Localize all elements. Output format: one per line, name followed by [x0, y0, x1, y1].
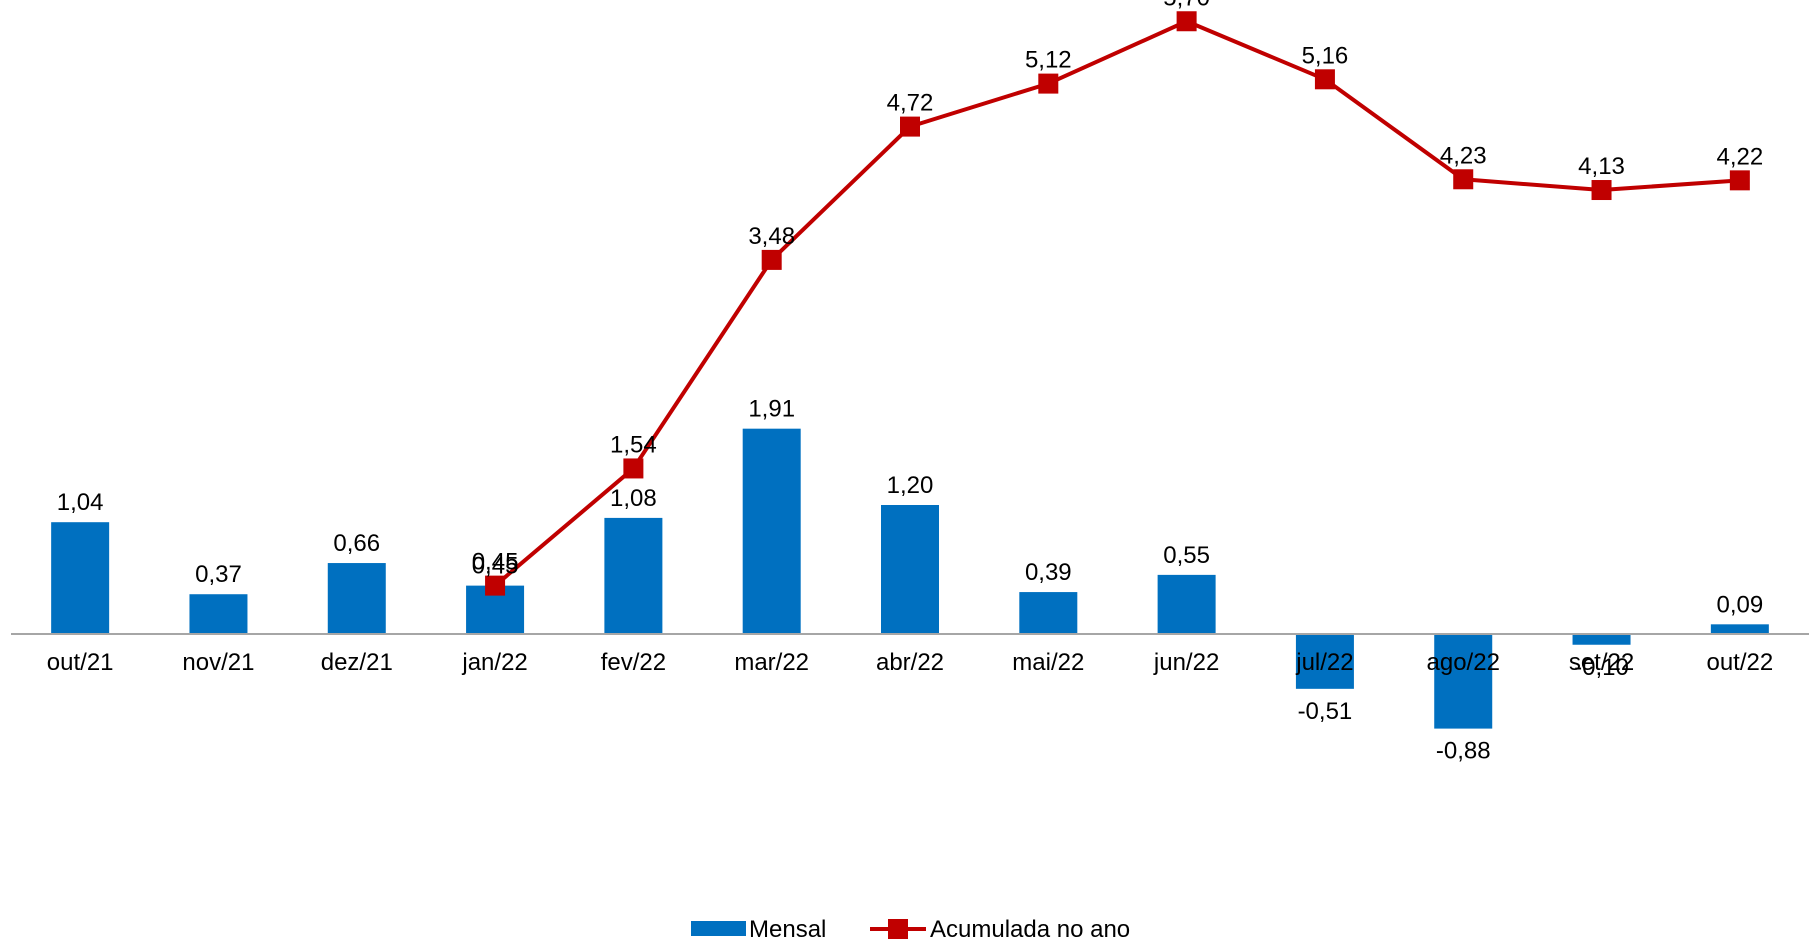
bar-value-label-out/22: 0,09 — [1716, 591, 1763, 618]
legend-label-acumulada: Acumulada no ano — [930, 916, 1130, 942]
line-layer — [485, 11, 1750, 596]
line-value-label-jan/22: 0,45 — [472, 549, 519, 576]
bar-jul/22 — [1295, 634, 1354, 689]
x-tick-label-mai/22: mai/22 — [1012, 649, 1084, 676]
line-value-label-mar/22: 3,48 — [748, 223, 795, 250]
line-value-label-set/22: 4,13 — [1578, 153, 1625, 180]
bar-mar/22 — [742, 428, 801, 634]
line-value-label-jul/22: 5,16 — [1302, 42, 1349, 69]
line-value-label-ago/22: 4,23 — [1440, 142, 1487, 169]
x-tick-label-out/21: out/21 — [47, 649, 114, 676]
line-marker-jan/22 — [485, 575, 506, 596]
line-marker-out/22 — [1729, 170, 1750, 191]
bar-value-label-jun/22: 0,55 — [1163, 542, 1210, 569]
bar-mai/22 — [1019, 592, 1078, 634]
line-marker-abr/22 — [900, 116, 920, 137]
line-marker-ago/22 — [1453, 169, 1474, 190]
bar-jun/22 — [1157, 574, 1216, 634]
line-marker-jun/22 — [1176, 11, 1197, 32]
labels-layer: out/21 nov/21 dez/21 jan/22 fev/22 mar/22 abr/… — [47, 0, 1773, 765]
bar-value-label-dez/21: 0,66 — [333, 530, 380, 557]
legend-swatch-acumulada-marker — [888, 919, 908, 939]
bar-value-label-nov/21: 0,37 — [195, 561, 242, 588]
x-tick-label-fev/22: fev/22 — [601, 649, 666, 676]
bar-value-label-abr/22: 1,20 — [887, 472, 934, 499]
bar-value-label-jan/22: 0,45 — [472, 553, 519, 580]
x-tick-label-jun/22: jun/22 — [1153, 649, 1219, 676]
bar-value-label-set/22: -0,10 — [1574, 654, 1629, 681]
line-value-label-abr/22: 4,72 — [887, 90, 934, 117]
bar-nov/21 — [189, 594, 248, 634]
bar-value-label-fev/22: 1,08 — [610, 485, 657, 512]
line-marker-fev/22 — [623, 458, 644, 479]
legend: Mensal Acumulada no ano — [691, 916, 1130, 942]
x-tick-label-abr/22: abr/22 — [876, 649, 944, 676]
bar-value-label-out/21: 1,04 — [57, 489, 104, 516]
line-value-label-mai/22: 5,12 — [1025, 47, 1072, 74]
bar-value-label-jul/22: -0,51 — [1298, 698, 1353, 725]
line-value-label-fev/22: 1,54 — [610, 431, 657, 458]
line-marker-mar/22 — [761, 249, 782, 270]
line-value-label-out/22: 4,22 — [1716, 143, 1763, 170]
x-tick-label-dez/21: dez/21 — [321, 649, 393, 676]
x-tick-label-set/22: set/22 — [1569, 649, 1634, 676]
x-tick-label-jan/22: jan/22 — [461, 649, 527, 676]
bar-dez/21 — [327, 563, 386, 634]
bar-abr/22 — [881, 505, 939, 634]
bar-out/21 — [51, 522, 110, 634]
line-value-label-jun/22: 5,70 — [1163, 0, 1210, 11]
line-marker-set/22 — [1591, 180, 1612, 201]
legend-label-mensal: Mensal — [749, 916, 826, 942]
bar-set/22 — [1572, 634, 1631, 645]
acumulada-line — [493, 19, 1740, 588]
x-tick-label-out/22: out/22 — [1706, 649, 1773, 676]
x-tick-label-jul/22: jul/22 — [1295, 649, 1353, 676]
x-tick-label-mar/22: mar/22 — [734, 649, 809, 676]
bars-layer — [51, 428, 1769, 729]
bar-ago/22 — [1434, 634, 1493, 729]
bar-fev/22 — [604, 517, 663, 634]
bar-out/22 — [1710, 624, 1769, 634]
x-tick-label-ago/22: ago/22 — [1427, 649, 1500, 676]
bar-value-label-mai/22: 0,39 — [1025, 559, 1072, 586]
line-marker-jul/22 — [1314, 69, 1335, 90]
x-tick-label-nov/21: nov/21 — [182, 649, 254, 676]
bar-value-label-ago/22: -0,88 — [1436, 738, 1491, 765]
legend-swatch-mensal — [691, 921, 746, 936]
line-marker-mai/22 — [1038, 73, 1059, 94]
bar-value-label-mar/22: 1,91 — [748, 396, 795, 423]
